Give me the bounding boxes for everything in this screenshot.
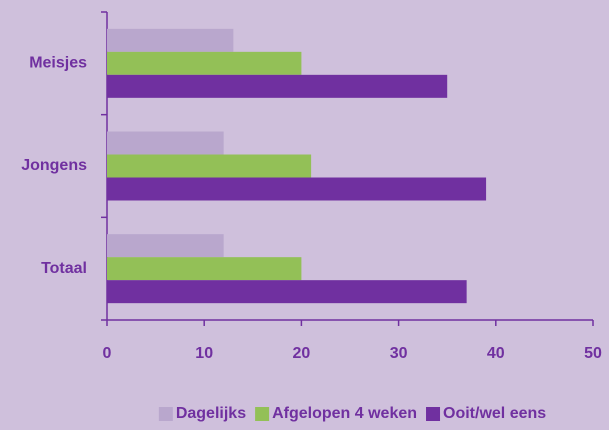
legend-label: Afgelopen 4 weken (272, 405, 417, 422)
bar (107, 177, 487, 201)
bar (107, 280, 467, 304)
x-tick-label: 10 (195, 345, 213, 362)
legend-swatch (158, 407, 173, 421)
x-tick-label: 40 (487, 345, 505, 362)
x-tick-label: 30 (390, 345, 408, 362)
y-tick-label: Totaal (41, 260, 87, 277)
bar (107, 154, 312, 178)
bar (107, 51, 302, 75)
bar (107, 28, 234, 52)
bar (107, 257, 302, 281)
legend-swatch (426, 407, 441, 421)
legend-label: Dagelijks (176, 405, 246, 422)
legend-label: Ooit/wel eens (443, 405, 546, 422)
legend-swatch (255, 407, 270, 421)
x-tick-label: 50 (584, 345, 602, 362)
x-tick-label: 20 (293, 345, 311, 362)
bar (107, 234, 224, 258)
y-tick-label: Jongens (21, 157, 87, 174)
bar (107, 131, 224, 155)
y-tick-label: Meisjes (29, 55, 87, 72)
bar (107, 74, 448, 98)
x-tick-label: 0 (103, 345, 112, 362)
